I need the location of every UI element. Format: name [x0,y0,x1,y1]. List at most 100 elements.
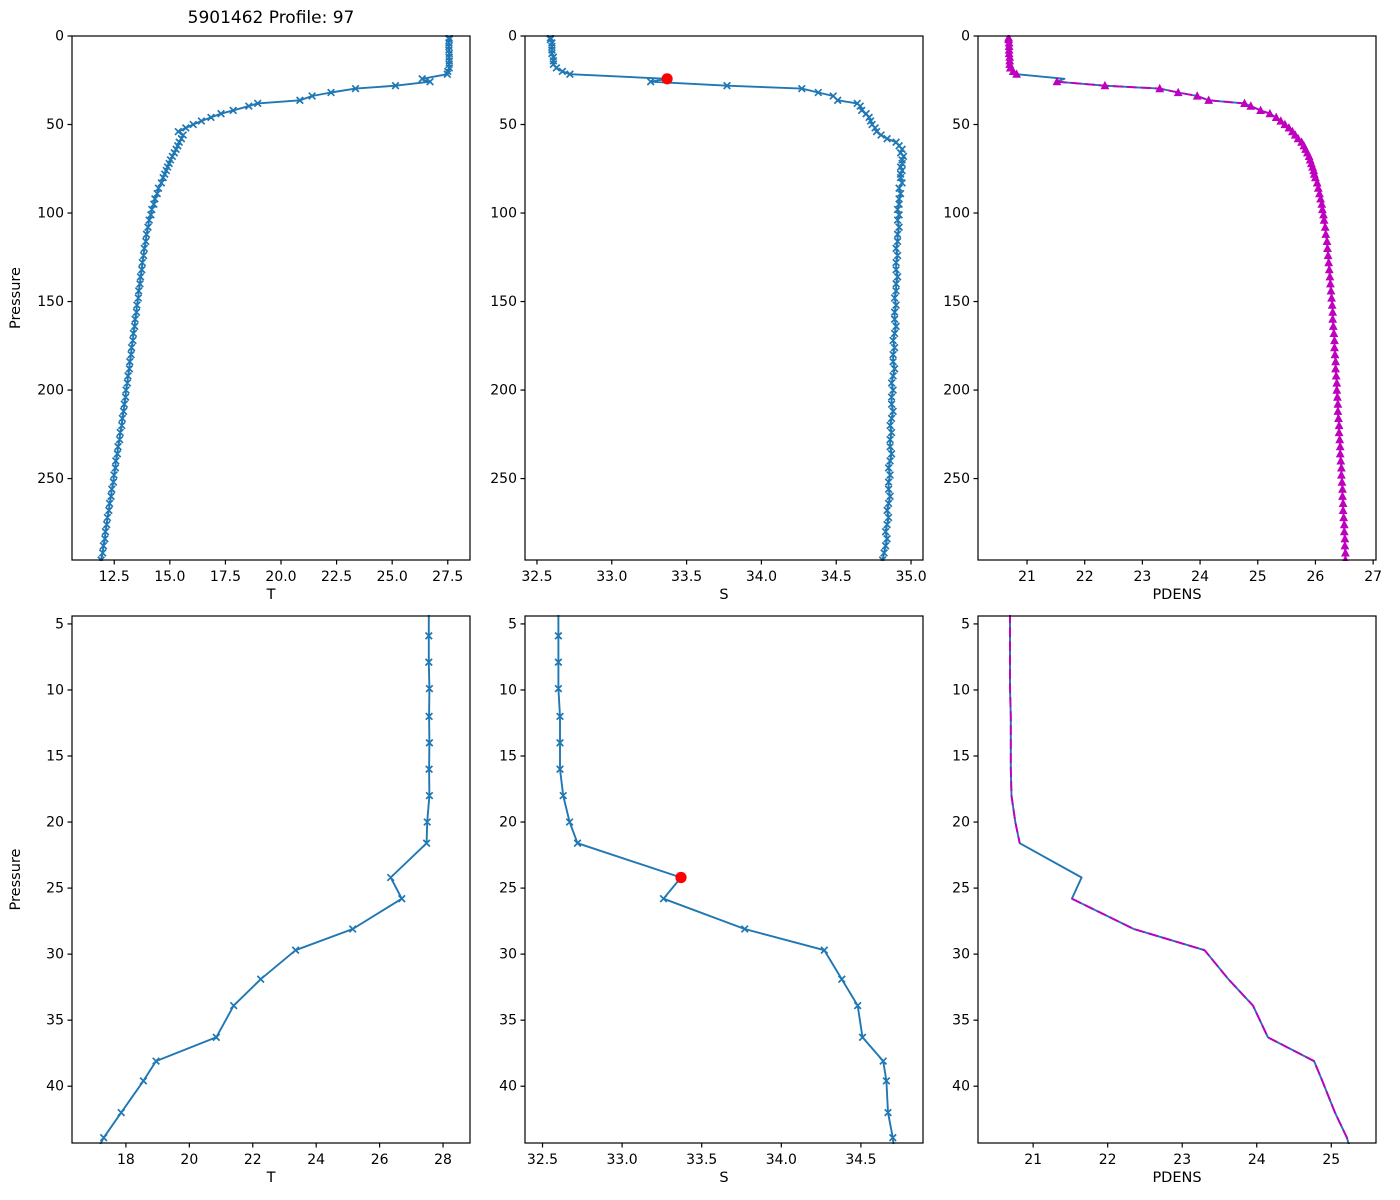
s-full-x-tick-32.5: 32.5 [521,569,552,585]
s-full-x-tick-35.0: 35.0 [895,569,926,585]
s-zoom-flagged-point-marker [675,871,687,884]
s-full-y-tick-50: 50 [499,117,517,133]
t-full-x-tick-27.5: 27.5 [432,569,463,585]
s-full-plot-area [546,35,908,561]
pdens-zoom-x-tick-25: 25 [1322,1152,1340,1168]
pdens-full-triangle-markers [1004,35,1350,561]
pdens-zoom-y-tick-10: 10 [952,682,970,698]
t-full-plot-area [97,35,454,561]
s-zoom-x-tick-34.5: 34.5 [845,1152,876,1168]
pdens-full-profile-line [1007,37,1347,560]
pdens-zoom-x-tick-24: 24 [1248,1152,1266,1168]
s-full-y-tick-250: 250 [490,471,517,487]
t-zoom-x-tick-20: 20 [180,1152,198,1168]
t-zoom-y-tick-labels: 5 10 15 20 25 30 35 40 [46,616,72,1095]
panel-t-zoom: 18 20 22 24 26 28 5 10 15 20 25 30 35 40 T Pressure [8,615,471,1186]
pdens-zoom-x-tick-labels: 21 22 23 24 25 [1024,1143,1340,1168]
t-zoom-x-markers [99,631,434,1142]
s-zoom-y-tick-10: 10 [499,682,517,698]
t-zoom-x-tick-26: 26 [371,1152,389,1168]
s-full-y-tick-labels: 0 50 100 150 200 250 [490,29,525,487]
s-zoom-axes-frame [524,615,924,1144]
pdens-zoom-y-tick-20: 20 [952,815,970,831]
pdens-full-y-tick-100: 100 [943,206,970,222]
s-zoom-x-tick-labels: 32.5 33.0 33.5 34.0 34.5 [527,1143,876,1168]
s-full-flagged-point-marker [661,73,673,85]
s-full-y-tick-150: 150 [490,294,517,310]
s-zoom-x-tick-32.5: 32.5 [527,1152,558,1168]
t-zoom-xaxis-label: T [266,1170,276,1186]
s-zoom-y-tick-labels: 5 10 15 20 25 30 35 40 [499,616,525,1095]
pdens-zoom-y-tick-40: 40 [952,1079,970,1095]
pdens-zoom-profile-line [1009,615,1350,1144]
pdens-full-y-tick-50: 50 [952,117,970,133]
pdens-full-x-tick-labels: 21 22 23 24 25 26 27 [1018,560,1382,585]
pdens-zoom-plot-area [1009,615,1350,1144]
t-zoom-y-tick-15: 15 [46,749,64,765]
t-full-y-tick-labels: 0 50 100 150 200 250 [37,29,72,487]
t-full-y-tick-250: 250 [37,471,64,487]
pdens-zoom-adjusted-line [1009,615,1350,1144]
t-full-x-tick-15.0: 15.0 [154,569,185,585]
t-zoom-y-tick-30: 30 [46,947,64,963]
t-full-profile-line [100,37,451,561]
t-full-axes-frame [71,35,471,561]
pdens-zoom-x-tick-21: 21 [1024,1152,1042,1168]
pdens-zoom-y-tick-5: 5 [961,616,970,632]
t-full-x-tick-labels: 12.5 15.0 17.5 20.0 22.5 25.0 27.5 [99,560,463,585]
pdens-full-plot-area [1004,35,1350,561]
s-full-y-tick-0: 0 [508,29,517,45]
s-full-x-tick-33.5: 33.5 [671,569,702,585]
panel-s-zoom: 32.5 33.0 33.5 34.0 34.5 5 10 15 20 25 30 35 40 S [499,615,924,1186]
pdens-full-y-tick-labels: 0 50 100 150 200 250 [943,29,978,487]
s-zoom-plot-area [554,615,897,1144]
s-zoom-x-markers [554,631,897,1142]
pdens-zoom-y-tick-30: 30 [952,947,970,963]
t-full-y-tick-200: 200 [37,383,64,399]
t-full-y-tick-50: 50 [46,117,64,133]
pdens-zoom-y-tick-labels: 5 10 15 20 25 30 35 40 [952,616,978,1095]
t-full-x-tick-22.5: 22.5 [321,569,352,585]
s-zoom-y-tick-30: 30 [499,947,517,963]
s-full-axes-frame [524,35,924,561]
s-full-y-tick-100: 100 [490,206,517,222]
s-zoom-x-tick-33.5: 33.5 [686,1152,717,1168]
pdens-full-y-tick-150: 150 [943,294,970,310]
t-full-y-tick-0: 0 [55,29,64,45]
pdens-full-axes-frame [977,35,1377,561]
s-full-x-tick-33.0: 33.0 [596,569,627,585]
t-full-x-tick-20.0: 20.0 [265,569,296,585]
s-zoom-y-tick-35: 35 [499,1013,517,1029]
t-zoom-x-tick-24: 24 [307,1152,325,1168]
s-full-x-markers [546,35,908,561]
pdens-zoom-y-tick-35: 35 [952,1013,970,1029]
s-full-x-tick-34.5: 34.5 [821,569,852,585]
pdens-zoom-x-tick-22: 22 [1099,1152,1117,1168]
s-full-xaxis-label: S [719,587,728,603]
pdens-full-x-tick-24: 24 [1191,569,1209,585]
pdens-full-y-tick-200: 200 [943,383,970,399]
t-full-x-tick-25.0: 25.0 [377,569,408,585]
t-full-y-tick-150: 150 [37,294,64,310]
t-zoom-x-tick-22: 22 [244,1152,262,1168]
s-zoom-y-tick-20: 20 [499,815,517,831]
s-zoom-y-tick-40: 40 [499,1079,517,1095]
pdens-zoom-y-tick-15: 15 [952,749,970,765]
s-zoom-xaxis-label: S [719,1170,728,1186]
t-zoom-y-tick-35: 35 [46,1013,64,1029]
s-zoom-x-tick-34.0: 34.0 [766,1152,797,1168]
pdens-full-y-tick-0: 0 [961,29,970,45]
pdens-zoom-y-tick-25: 25 [952,881,970,897]
t-zoom-y-tick-25: 25 [46,881,64,897]
s-zoom-y-tick-25: 25 [499,881,517,897]
s-full-x-tick-labels: 32.5 33.0 33.5 34.0 34.5 35.0 [521,560,927,585]
s-full-x-tick-34.0: 34.0 [746,569,777,585]
s-zoom-y-tick-5: 5 [508,616,517,632]
t-full-xaxis-label: T [266,587,276,603]
pdens-full-x-tick-27: 27 [1364,569,1382,585]
pdens-zoom-xaxis-label: PDENS [1152,1170,1201,1186]
panel-pdens-zoom: 21 22 23 24 25 5 10 15 20 25 30 35 40 PDENS [952,615,1377,1186]
panel-pdens-full: 21 22 23 24 25 26 27 0 50 100 150 200 250 PDENS [943,29,1382,604]
